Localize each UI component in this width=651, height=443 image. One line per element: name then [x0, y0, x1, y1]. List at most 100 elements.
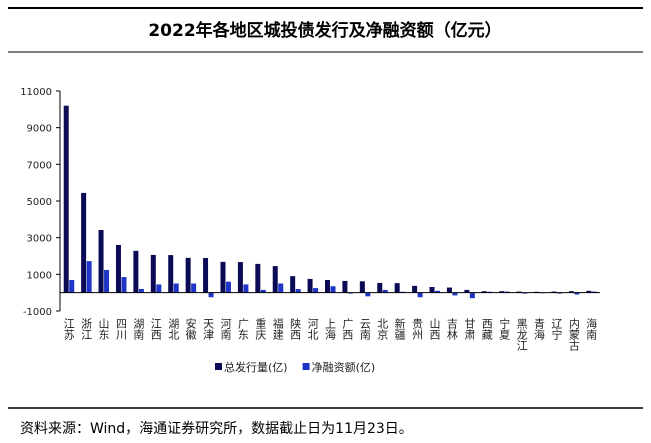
bar: [330, 286, 336, 293]
x-tick-label: 云南: [358, 318, 371, 340]
x-tick-label: 新疆: [393, 317, 406, 340]
bar: [435, 290, 441, 293]
x-tick-label: 广西: [341, 318, 354, 340]
y-tick-label: 1000: [27, 270, 52, 281]
x-tick-label: 甘肃: [463, 318, 476, 341]
bar: [417, 292, 423, 298]
x-tick-label: 河南: [219, 318, 232, 340]
bar: [173, 283, 179, 293]
legend-label: 净融资额(亿): [312, 360, 376, 374]
bar: [168, 255, 174, 293]
bar: [81, 192, 87, 293]
bar: [574, 292, 580, 295]
x-tick-label: 辽宁: [550, 318, 563, 340]
bar: [191, 283, 197, 293]
bar: [516, 291, 522, 293]
bar: [121, 277, 127, 293]
bar: [394, 283, 400, 293]
x-tick-label: 湖北: [167, 318, 180, 340]
bar: [156, 284, 162, 293]
bar: [208, 292, 214, 298]
x-tick-label: 江西: [149, 318, 162, 340]
bar: [464, 289, 470, 293]
chart-title: 2022年各地区城投债发行及净融资额（亿元）: [148, 20, 501, 41]
x-tick-label: 贵州: [411, 318, 424, 340]
bar: [133, 250, 139, 293]
x-tick-label: 江苏: [62, 318, 75, 341]
bar: [446, 287, 452, 293]
x-tick-label: 青海: [533, 318, 546, 341]
bar: [278, 283, 284, 293]
bar: [185, 257, 191, 293]
bar: [382, 289, 388, 293]
bar: [307, 278, 313, 293]
y-tick-label: 9000: [27, 124, 52, 135]
x-tick-label: 上海: [324, 318, 337, 341]
x-tick-label: 重庆: [254, 317, 267, 341]
y-tick-label: 7000: [27, 160, 52, 171]
bar: [586, 290, 592, 293]
bar: [260, 289, 266, 293]
bar: [63, 105, 69, 293]
bar: [69, 280, 75, 293]
source-note: 资料来源：Wind，海通证券研究所，数据截止日为11月23日。: [20, 421, 413, 437]
bar: [272, 266, 278, 293]
x-tick-label: 山西: [428, 318, 441, 340]
x-tick-label: 广东: [236, 318, 249, 340]
bar: [243, 284, 249, 293]
bar: [150, 254, 156, 293]
bar: [255, 263, 261, 293]
bar: [115, 245, 121, 293]
bar: [377, 282, 383, 293]
bar: [225, 281, 231, 293]
x-tick-label: 宁夏: [498, 317, 511, 340]
bar: [203, 258, 209, 293]
bar: [295, 289, 301, 293]
bar: [481, 291, 487, 293]
x-tick-label: 安徽: [184, 317, 197, 341]
bar: [359, 281, 365, 293]
y-tick-label: 5000: [27, 197, 52, 208]
legend-swatch: [215, 363, 222, 370]
y-tick-label: 11000: [20, 87, 52, 98]
x-tick-label: 浙江: [80, 318, 93, 340]
bar: [138, 289, 144, 293]
x-tick-label: 陕西: [289, 317, 302, 340]
x-tick-label: 海南: [585, 317, 598, 340]
x-tick-label: 山东: [97, 318, 110, 340]
y-tick-label: -1000: [23, 307, 52, 318]
bar: [452, 292, 458, 296]
bar: [568, 291, 574, 293]
x-tick-label: 内蒙古: [567, 317, 580, 351]
bar: [313, 288, 319, 293]
bar: [98, 229, 104, 293]
bar: [325, 280, 330, 293]
bar: [591, 291, 597, 293]
x-tick-label: 西藏: [480, 318, 493, 341]
bar: [412, 285, 418, 293]
bar: [342, 280, 348, 293]
x-tick-label: 天津: [202, 318, 215, 340]
bar: [237, 262, 243, 293]
y-tick-label: 3000: [27, 234, 52, 245]
x-tick-label: 四川: [114, 318, 127, 340]
bar: [104, 269, 110, 293]
x-tick-label: 福建: [271, 317, 284, 341]
x-tick-label: 黑龙江: [515, 318, 528, 351]
x-tick-label: 吉林: [445, 318, 458, 340]
legend-label: 总发行量(亿): [224, 360, 288, 374]
bar: [551, 291, 557, 293]
bar: [429, 286, 435, 293]
bar: [290, 276, 296, 293]
bar: [504, 291, 510, 293]
bar: [365, 292, 371, 297]
bar: [220, 261, 226, 293]
x-tick-label: 河北: [306, 318, 319, 340]
bar: [499, 291, 505, 293]
x-tick-label: 湖南: [132, 318, 145, 340]
bar: [86, 261, 92, 293]
x-tick-label: 北京: [376, 318, 389, 341]
bar: [469, 292, 475, 299]
